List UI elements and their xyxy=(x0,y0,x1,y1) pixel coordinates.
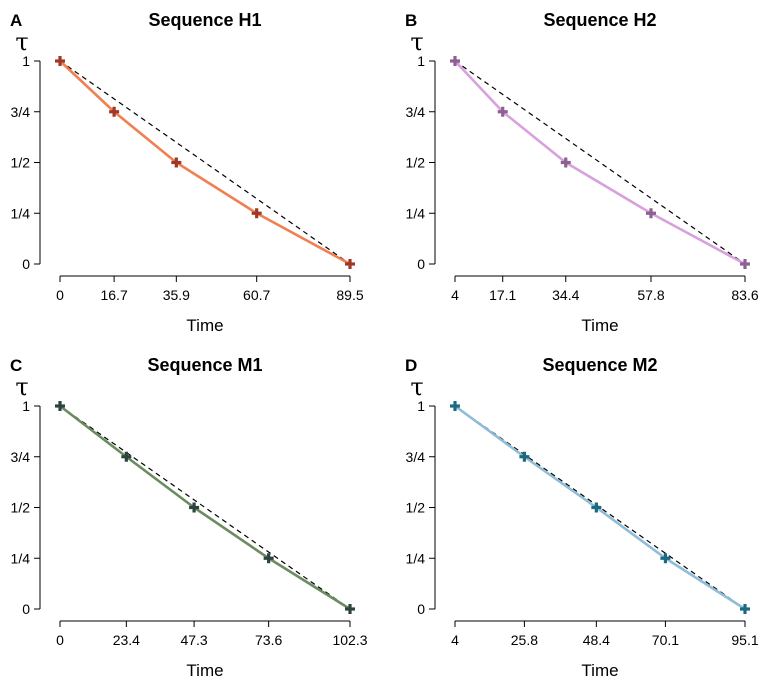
data-point xyxy=(171,157,182,168)
chart-panel-d: D Sequence M2 τ1 3/4 1/2 1/4 0 4 25.8 48.4 70.1 95.… xyxy=(405,355,759,678)
x-tick-label: 48.4 xyxy=(583,632,610,648)
y-tick-label: 3/4 xyxy=(406,449,426,465)
data-point xyxy=(560,157,571,168)
x-tick-label: 4 xyxy=(451,287,459,303)
y-axis-label: τ xyxy=(410,373,423,401)
panel-letter: D xyxy=(405,356,417,375)
data-point xyxy=(740,604,750,614)
y-tick-label: 3/4 xyxy=(406,104,426,120)
data-point xyxy=(55,56,65,66)
data-point xyxy=(189,502,200,513)
y-tick-label: 1/2 xyxy=(11,155,31,171)
x-tick-label: 102.3 xyxy=(332,632,367,648)
y-tick-label: 1/2 xyxy=(406,500,426,516)
data-point xyxy=(109,106,120,117)
panel-letter: C xyxy=(10,356,22,375)
y-axis-label: τ xyxy=(410,28,423,56)
x-tick-label: 0 xyxy=(56,632,64,648)
data-point xyxy=(55,401,65,411)
chart-title: Sequence M2 xyxy=(542,355,657,375)
data-point xyxy=(263,553,274,564)
chart-title: Sequence H2 xyxy=(543,10,656,30)
data-point xyxy=(660,553,671,564)
y-tick-label: 0 xyxy=(22,601,30,617)
data-point xyxy=(646,208,657,219)
x-tick-label: 35.9 xyxy=(163,287,190,303)
x-tick-label: 23.4 xyxy=(113,632,140,648)
y-tick-label: 1 xyxy=(417,398,425,414)
chart-panel-a: A Sequence H1 τ1 3/4 1/2 1/4 0 0 16.7 35.9 60.7 89.… xyxy=(10,10,364,335)
chart-panel-c: C Sequence M1 τ1 3/4 1/2 1/4 0 0 23.4 47.3 73.6 102… xyxy=(10,355,368,678)
x-tick-label: 16.7 xyxy=(100,287,127,303)
y-tick-label: 0 xyxy=(417,256,425,272)
data-point xyxy=(519,451,530,462)
data-point xyxy=(740,259,750,269)
y-tick-label: 1/2 xyxy=(11,500,31,516)
x-axis-label: Time xyxy=(186,316,223,335)
data-point xyxy=(345,604,355,614)
data-point xyxy=(345,259,355,269)
x-tick-label: 25.8 xyxy=(511,632,538,648)
data-point xyxy=(450,56,460,66)
chart-title: Sequence M1 xyxy=(147,355,262,375)
x-tick-label: 73.6 xyxy=(255,632,282,648)
x-tick-label: 17.1 xyxy=(489,287,516,303)
x-tick-label: 89.5 xyxy=(336,287,363,303)
y-axis-label: τ xyxy=(15,373,28,401)
x-tick-label: 47.3 xyxy=(180,632,207,648)
y-tick-label: 3/4 xyxy=(11,449,31,465)
chart-title: Sequence H1 xyxy=(148,10,261,30)
y-tick-label: 1 xyxy=(22,53,30,69)
data-point xyxy=(450,401,460,411)
y-tick-label: 1/4 xyxy=(11,550,31,566)
x-tick-label: 60.7 xyxy=(243,287,270,303)
data-point xyxy=(497,106,508,117)
x-tick-label: 4 xyxy=(451,632,459,648)
y-tick-label: 0 xyxy=(22,256,30,272)
x-tick-label: 57.8 xyxy=(637,287,664,303)
y-tick-label: 1 xyxy=(22,398,30,414)
y-tick-label: 1/4 xyxy=(11,205,31,221)
data-point xyxy=(591,502,602,513)
x-tick-label: 95.1 xyxy=(731,632,758,648)
reference-line xyxy=(454,60,746,265)
x-tick-label: 34.4 xyxy=(552,287,579,303)
x-tick-label: 0 xyxy=(56,287,64,303)
y-tick-label: 1/4 xyxy=(406,205,426,221)
y-axis-label: τ xyxy=(15,28,28,56)
panel-letter: A xyxy=(10,11,22,30)
y-tick-label: 0 xyxy=(417,601,425,617)
x-axis-label: Time xyxy=(186,661,223,678)
data-point xyxy=(121,451,132,462)
reference-line xyxy=(59,405,351,610)
x-tick-label: 70.1 xyxy=(652,632,679,648)
chart-panel-b: B Sequence H2 τ1 3/4 1/2 1/4 0 4 17.1 34.4 57.8 83.… xyxy=(405,10,759,335)
y-tick-label: 1/2 xyxy=(406,155,426,171)
y-tick-label: 3/4 xyxy=(11,104,31,120)
y-tick-label: 1/4 xyxy=(406,550,426,566)
x-axis-label: Time xyxy=(581,661,618,678)
data-point xyxy=(251,208,262,219)
reference-line xyxy=(59,60,351,265)
panel-letter: B xyxy=(405,11,417,30)
x-tick-label: 83.6 xyxy=(731,287,758,303)
y-tick-label: 1 xyxy=(417,53,425,69)
x-axis-label: Time xyxy=(581,316,618,335)
